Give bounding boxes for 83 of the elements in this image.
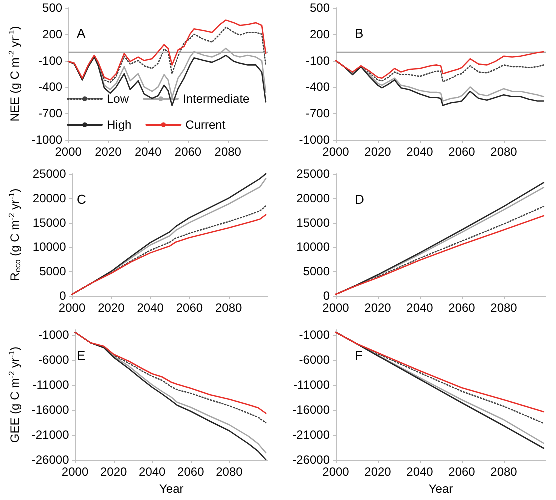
x-tick-label: 2020 [98,301,126,315]
x-tick-label: 2040 [406,465,434,479]
y-tick-label: 10000 [296,240,330,254]
y-tick-label: -100 [306,54,330,68]
x-tick-label: 2020 [95,145,122,159]
y-tick-label: 500 [310,1,330,15]
y-tick-label: -11000 [32,378,70,392]
y-axis-title: NEE (g C m-2 yr-1) [8,26,22,122]
y-tick-label: -700 [38,106,63,121]
legend-label: Low [107,92,130,106]
y-tick-label: -100 [38,54,63,68]
x-tick-label: 2000 [55,145,82,159]
x-tick-label: 2000 [62,465,89,479]
x-tick-label: 2080 [216,301,243,315]
y-tick-label: 25000 [32,167,67,181]
y-tick-label: -1000 [32,133,63,147]
x-tick-label: 2000 [58,301,86,315]
y-tick-label: 0 [60,289,67,303]
x-tick-label: 2060 [176,301,204,315]
x-tick-label: 2000 [322,145,350,159]
y-tick-label: -26000 [292,453,330,467]
text: F [355,348,363,363]
text: D [355,192,364,207]
text: A [77,26,86,41]
y-tick-label: -400 [38,80,63,94]
x-tick-label: 2060 [174,145,202,159]
y-tick-label: -1000 [299,328,330,342]
x-axis-title: Year [160,482,184,496]
x-tick-label: 2080 [490,145,518,159]
text: E [77,348,86,363]
y-tick-label: 200 [310,27,330,42]
text: B [355,26,364,41]
x-tick-label: 2040 [406,301,434,315]
y-tick-label: 25000 [296,167,330,181]
x-tick-label: 2020 [364,145,392,159]
x-tick-label: 2080 [490,465,518,479]
y-tick-label: 5000 [303,264,330,279]
y-tick-label: -1000 [299,133,330,147]
x-tick-label: 2060 [448,145,476,159]
y-tick-label: -11000 [294,378,330,392]
x-tick-label: 2020 [100,465,128,479]
y-tick-label: -21000 [32,428,70,442]
line-series [335,51,545,80]
x-tick-label: 2020 [364,301,392,315]
x-tick-label: 2040 [139,465,166,479]
y-tick-label: 5000 [40,264,67,279]
text: C [77,192,86,207]
y-tick-label: 10000 [32,240,67,254]
y-tick-label: 20000 [32,191,67,206]
y-tick-label: -700 [306,106,330,121]
x-tick-label: 2060 [448,301,476,315]
y-tick-label: -400 [306,80,330,94]
y-tick-label: 15000 [296,216,330,230]
y-tick-label: -21000 [292,428,330,442]
y-axis-title: Reco (g C m-2 yr-1) [8,188,22,282]
y-axis-title: GEE (g C m-2 yr-1) [8,346,22,444]
y-tick-label: 500 [42,1,63,15]
line-series [68,54,267,106]
y-tick-label: -1000 [38,328,70,342]
y-tick-label: -6000 [38,353,70,367]
x-tick-label: 2060 [448,465,476,479]
x-axis-title: Year [428,482,454,496]
x-tick-label: 2040 [137,301,164,315]
y-tick-label: 20000 [296,191,330,206]
legend-label: Intermediate [183,92,250,106]
x-tick-label: 2060 [178,465,205,479]
x-tick-label: 2020 [364,465,392,479]
y-tick-label: -16000 [292,403,330,417]
y-tick-label: 15000 [32,216,67,230]
x-tick-label: 2080 [214,145,242,159]
y-tick-label: 0 [323,289,330,303]
x-tick-label: 2040 [135,145,162,159]
x-tick-label: 2000 [322,301,350,315]
x-tick-label: 2080 [216,465,244,479]
x-tick-label: 2000 [322,465,350,479]
y-tick-label: -16000 [32,403,70,417]
x-tick-label: 2080 [490,301,518,315]
y-tick-label: 200 [42,27,63,42]
legend-label: Current [186,118,226,132]
legend-label: High [107,118,132,132]
y-tick-label: -26000 [32,453,70,467]
x-tick-label: 2040 [406,145,434,159]
y-tick-label: -6000 [299,353,330,367]
